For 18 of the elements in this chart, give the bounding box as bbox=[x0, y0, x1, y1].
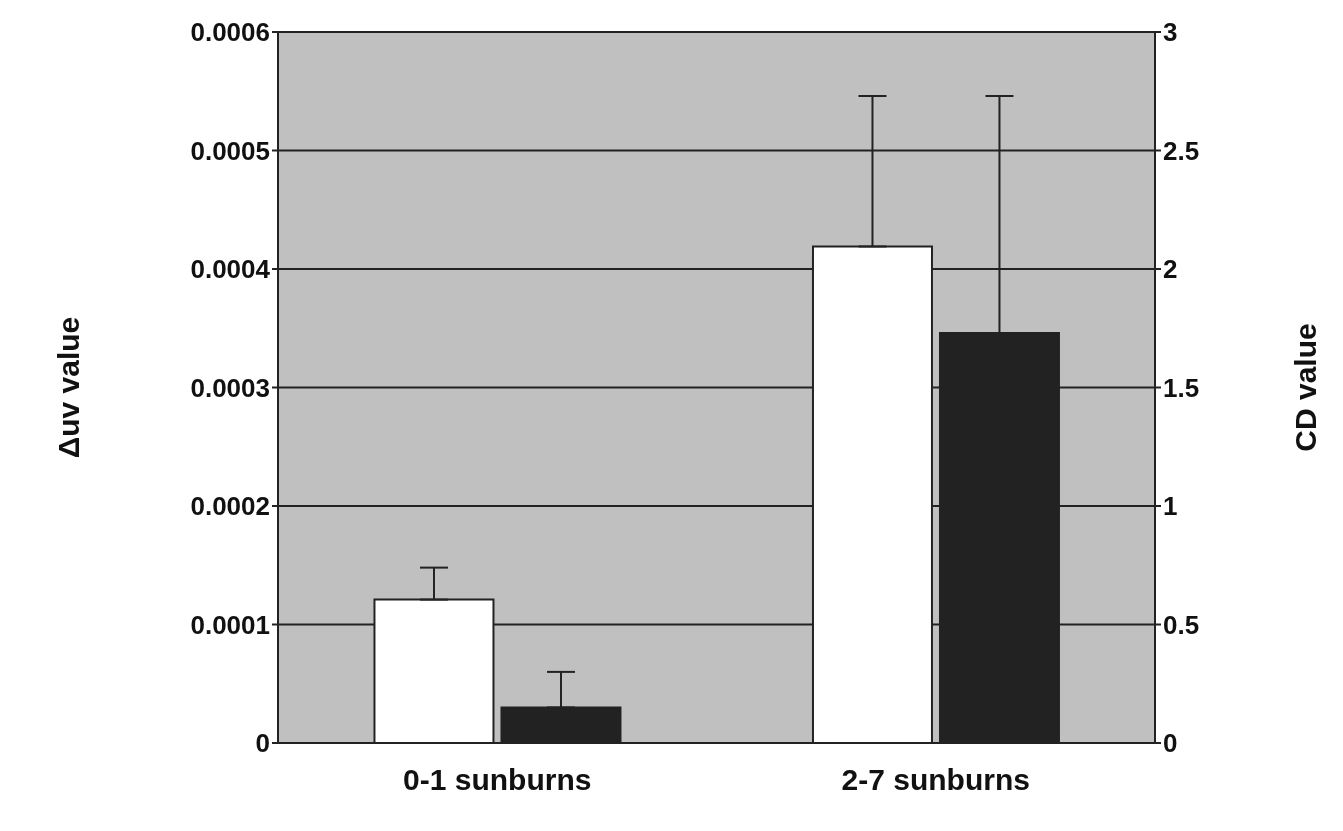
y-tick-label: 0.0002 bbox=[190, 491, 270, 522]
y-tick-label: 0.0004 bbox=[190, 254, 271, 285]
y2-tick-label: 2.5 bbox=[1163, 135, 1200, 166]
x-tick-label: 2-7 sunburns bbox=[841, 763, 1030, 797]
y-tick-label: 0.0001 bbox=[190, 609, 270, 640]
y2-axis-title: CD value bbox=[1288, 323, 1322, 452]
y2-tick-label: 1 bbox=[1163, 491, 1178, 522]
x-tick-label: 0-1 sunburns bbox=[403, 763, 592, 797]
y-axis-title: Δuv value bbox=[51, 316, 85, 459]
y2-tick-label: 2 bbox=[1163, 254, 1178, 285]
y-tick-label: 0.0003 bbox=[190, 372, 270, 403]
y2-tick-label: 3 bbox=[1163, 17, 1178, 48]
y2-tick-label: 0 bbox=[1163, 728, 1178, 759]
y-tick-label: 0.0005 bbox=[190, 135, 270, 166]
y-tick-label: 0.0006 bbox=[190, 17, 270, 48]
y2-tick-label: 1.5 bbox=[1163, 372, 1200, 403]
y-tick-label: 0 bbox=[255, 728, 270, 759]
y2-tick-label: 0.5 bbox=[1163, 609, 1200, 640]
